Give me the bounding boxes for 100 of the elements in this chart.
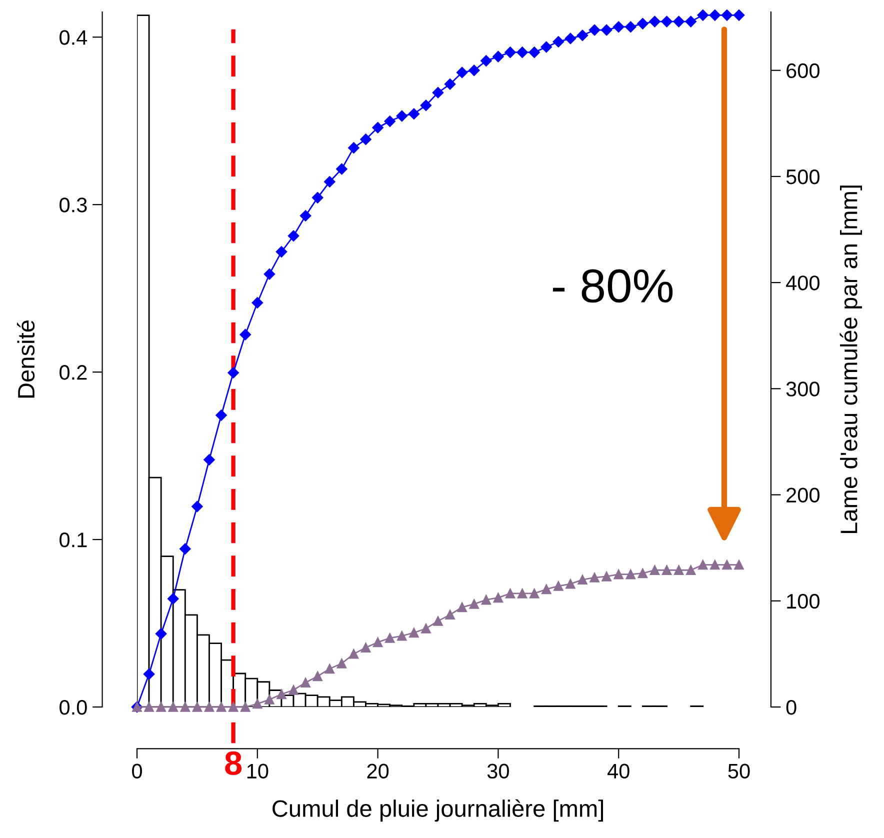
point <box>240 702 250 712</box>
point <box>252 698 262 709</box>
point <box>528 46 540 58</box>
point <box>264 694 274 704</box>
point <box>637 18 648 30</box>
point <box>180 543 191 555</box>
y2-axis-title: Lame d'eau cumulée par an [mm] <box>840 186 862 534</box>
point <box>504 46 516 58</box>
point <box>372 122 384 134</box>
point <box>516 46 528 58</box>
point <box>602 572 612 582</box>
point <box>372 637 383 648</box>
point <box>552 36 564 48</box>
point <box>216 410 227 421</box>
point <box>578 574 588 585</box>
x-tick-label: 30 <box>487 764 509 779</box>
point <box>348 649 359 659</box>
point <box>312 192 324 204</box>
point <box>576 30 588 41</box>
point <box>733 10 745 21</box>
point <box>540 41 552 53</box>
point <box>433 616 443 626</box>
point <box>300 678 310 688</box>
y2-tick-label: 400 <box>786 276 820 290</box>
point <box>192 500 203 512</box>
point <box>180 702 190 712</box>
point <box>625 21 636 32</box>
x-tick-label: 20 <box>367 764 389 779</box>
point <box>397 631 407 641</box>
point <box>661 16 672 28</box>
point <box>360 642 371 652</box>
point <box>156 702 166 712</box>
y2-tick-label: 500 <box>786 169 820 184</box>
point <box>673 16 684 28</box>
point <box>228 367 239 378</box>
point <box>710 560 720 570</box>
point <box>300 210 312 222</box>
point <box>336 163 348 175</box>
point <box>204 454 215 466</box>
point <box>517 588 528 598</box>
point <box>144 702 154 712</box>
point <box>348 142 360 154</box>
y2-tick-label: 100 <box>787 594 820 609</box>
point <box>288 685 298 695</box>
point <box>445 610 455 620</box>
y-tick-label: 0.4 <box>60 30 88 45</box>
point <box>312 671 322 682</box>
point <box>252 297 264 308</box>
y2-tick-label: 200 <box>786 488 820 503</box>
x-axis-title: Cumul de pluie journalière [mm] <box>272 799 603 822</box>
point <box>276 246 288 258</box>
point <box>204 702 214 712</box>
point <box>228 702 238 712</box>
y-tick-label: 0.3 <box>60 198 87 212</box>
y-axis-title: Densité <box>17 320 35 398</box>
point <box>685 16 696 28</box>
y2-tick-label: 0 <box>786 700 796 715</box>
point <box>674 565 684 575</box>
point <box>408 108 420 120</box>
point <box>564 32 576 44</box>
point <box>288 230 300 242</box>
point <box>457 602 467 612</box>
y2-tick-label: 600 <box>786 63 820 78</box>
point <box>420 100 432 111</box>
x-tick-label: 0 <box>132 764 142 779</box>
point <box>505 588 516 598</box>
x-tick-label: 50 <box>728 764 750 779</box>
point <box>264 268 276 280</box>
point <box>421 624 431 634</box>
y-tick-label: 0.1 <box>60 532 87 548</box>
point <box>650 565 660 575</box>
point <box>686 565 696 575</box>
point <box>529 588 540 598</box>
point <box>480 55 492 66</box>
point <box>384 633 395 643</box>
point <box>734 560 744 570</box>
y-tick-label: 0.2 <box>60 365 87 380</box>
y2-tick-label: 300 <box>786 382 820 396</box>
point <box>168 593 179 604</box>
point <box>336 658 347 668</box>
annotation: - 80% <box>553 269 673 303</box>
point <box>192 702 202 712</box>
point <box>588 24 600 36</box>
point <box>709 10 721 21</box>
y-tick-label: 0.0 <box>60 700 87 715</box>
ref-line-label: 8 <box>225 751 242 776</box>
point <box>638 568 648 578</box>
point <box>324 176 336 188</box>
point <box>492 50 504 62</box>
point <box>409 628 419 638</box>
point <box>444 78 456 90</box>
point <box>276 689 286 700</box>
point <box>168 702 178 712</box>
point <box>240 328 251 340</box>
point <box>697 10 708 21</box>
point <box>384 116 396 127</box>
point <box>626 570 636 580</box>
point <box>542 584 552 594</box>
point <box>721 10 733 21</box>
point <box>493 592 504 603</box>
